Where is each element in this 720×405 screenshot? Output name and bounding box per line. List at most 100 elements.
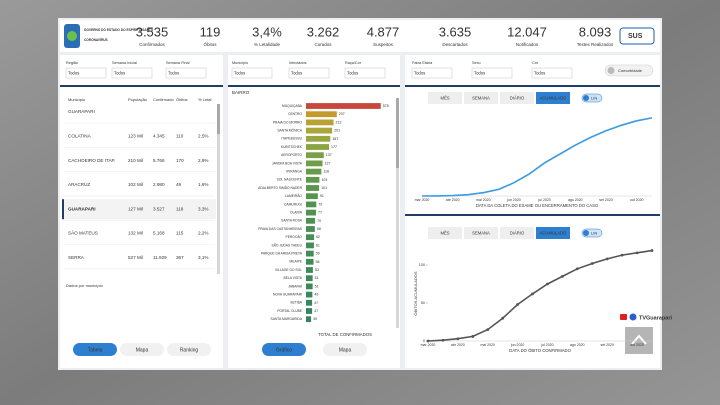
view-button[interactable] — [262, 343, 306, 356]
period-tab[interactable] — [536, 227, 570, 239]
selected-row-marker — [62, 199, 64, 220]
point — [486, 328, 490, 331]
bar — [306, 291, 313, 298]
bar — [306, 135, 331, 142]
bar-value-label: 62 — [316, 235, 320, 239]
filter-label: Cor — [532, 61, 539, 65]
kpi-label: Suspeitos — [373, 42, 394, 47]
scroll-up-button[interactable] — [625, 327, 653, 354]
bar — [306, 103, 381, 109]
period-tab-label: ACUMULADO — [540, 231, 567, 236]
view-button[interactable] — [323, 343, 367, 356]
scroll-up-arrow — [631, 334, 647, 345]
point — [516, 303, 519, 306]
x-tick-label: jul 2020 — [540, 343, 553, 347]
bar-label: BELA VISTA — [284, 276, 303, 280]
kpi-value: 3.535 — [136, 24, 169, 39]
table-cell: 1,6% — [198, 182, 208, 187]
bar-value-label: 237 — [339, 112, 345, 116]
view-button[interactable] — [120, 343, 164, 356]
kpi-label: Descartados — [442, 42, 468, 47]
filter-label: Semana Final — [166, 61, 190, 65]
filter-value: Todos — [474, 71, 485, 76]
kpi-value: 3.262 — [307, 24, 340, 39]
filter-label: Raça/Cor — [345, 61, 362, 65]
bar — [306, 185, 320, 191]
point — [620, 253, 624, 257]
comorbidity-label: Comorbidade — [618, 68, 643, 73]
bar — [306, 193, 318, 200]
table-cell: 367 — [176, 255, 184, 260]
filter-value: Todos — [234, 71, 245, 76]
bar-value-label: 137 — [326, 153, 332, 157]
bar-value-label: 70 — [317, 219, 321, 223]
period-tab[interactable] — [500, 92, 534, 104]
filter-dropdown[interactable] — [231, 67, 273, 79]
table-scrollbar — [217, 104, 220, 274]
table-cell: 118 — [176, 206, 184, 211]
x-tick-label: jul 2020 — [538, 198, 551, 202]
table-cell: 2,9% — [198, 158, 208, 163]
period-tab[interactable] — [464, 227, 498, 239]
right-panel — [405, 55, 660, 368]
filter-label: Sexo — [472, 61, 481, 65]
filter-dropdown[interactable] — [411, 67, 453, 79]
bar-value-label: 61 — [316, 243, 320, 247]
period-tab-label: SEMANA — [472, 96, 490, 101]
bar — [306, 144, 330, 150]
bar-value-label: 51 — [315, 284, 319, 288]
bar-value-label: 127 — [325, 161, 331, 165]
view-button[interactable] — [167, 343, 211, 356]
filter-dropdown[interactable] — [344, 67, 386, 79]
kpi-value: 12.047 — [507, 24, 547, 39]
filter-dropdown[interactable] — [165, 67, 207, 79]
bar-label: VILLAGE DO SOL — [275, 268, 302, 272]
toggle-knob — [583, 95, 589, 101]
bar-value-label: 101 — [321, 186, 327, 190]
filter-value: Todos — [168, 71, 179, 76]
filter-label: Semana Inicial — [112, 61, 137, 65]
table-cell: 2,2% — [198, 231, 208, 236]
period-tab[interactable] — [428, 227, 462, 239]
bar-label: MUQUIÇABA — [282, 104, 303, 108]
filter-dropdown[interactable] — [471, 67, 513, 79]
filter-dropdown[interactable] — [111, 67, 153, 79]
bar-value-label: 68 — [317, 227, 321, 231]
period-tab[interactable] — [536, 92, 570, 104]
table-cell: 3.527 — [153, 206, 165, 211]
table-cell: ARACRUZ — [68, 182, 90, 187]
period-tab-label: DIÁRIO — [510, 96, 525, 101]
filter-label: Região — [66, 61, 78, 65]
filter-dropdown[interactable] — [65, 67, 107, 79]
bar-label: PARQUE DA AREIA PRETA — [261, 251, 303, 255]
filter-value: Todos — [114, 71, 125, 76]
point — [650, 249, 654, 252]
period-tab[interactable] — [500, 227, 534, 239]
table-cell: SERRA — [68, 255, 85, 260]
table-cell: 5.766 — [153, 158, 165, 163]
bar-scroll-thumb — [396, 98, 399, 168]
period-tab-label: SEMANA — [472, 231, 490, 236]
comorbidity-toggle[interactable] — [604, 64, 654, 77]
point — [590, 262, 594, 265]
table-cell: 4.345 — [153, 134, 165, 139]
view-button[interactable] — [73, 343, 117, 356]
bar-value-label: 103 — [321, 178, 327, 182]
bar-value-label: 77 — [318, 211, 322, 215]
bar-label: AEROPORTO — [281, 153, 302, 157]
bar — [306, 308, 313, 314]
watermark: TVGuarapari — [639, 315, 672, 321]
filter-dropdown[interactable] — [288, 67, 330, 79]
period-tab[interactable] — [428, 92, 462, 104]
bar-value-label: 177 — [331, 145, 337, 149]
filter-label: Faixa Etária — [412, 61, 433, 65]
filter-dropdown[interactable] — [531, 67, 573, 79]
table-cell: COLATINA — [68, 134, 92, 139]
filter-label: Município — [232, 61, 248, 65]
table-cell: 170 — [176, 158, 184, 163]
table-cell: 49 — [176, 182, 182, 187]
bar-label: SETIBA — [290, 301, 303, 305]
bar-value-label: 39 — [313, 317, 317, 321]
x-tick-label: mar 2020 — [415, 198, 430, 202]
period-tab[interactable] — [464, 92, 498, 104]
